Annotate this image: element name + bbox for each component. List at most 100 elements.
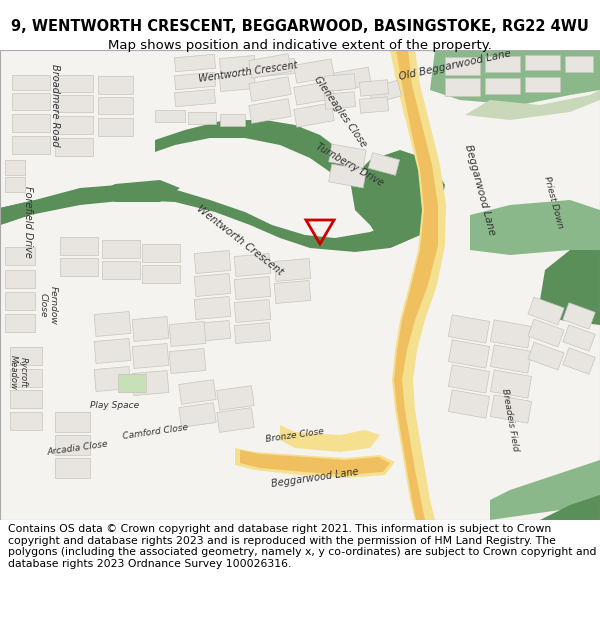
Text: Contains OS data © Crown copyright and database right 2021. This information is : Contains OS data © Crown copyright and d… (8, 524, 596, 569)
Polygon shape (470, 200, 600, 255)
Bar (448, 390, 490, 418)
Bar (12, 93, 50, 110)
Bar (60, 237, 98, 255)
Text: Rycroft
Meadow: Rycroft Meadow (8, 354, 28, 389)
Polygon shape (100, 180, 180, 202)
Text: Old Beggarwood Lane: Old Beggarwood Lane (398, 48, 512, 82)
Polygon shape (540, 495, 600, 520)
Bar (5, 247, 35, 265)
Bar (359, 80, 389, 96)
Bar (55, 95, 93, 112)
Bar (334, 67, 371, 91)
Bar (490, 395, 532, 423)
Bar (490, 320, 532, 348)
Bar (169, 321, 206, 346)
Bar (528, 297, 564, 325)
Bar (55, 458, 90, 478)
Text: Broadmere Road: Broadmere Road (50, 64, 60, 146)
Text: Breadeis Field: Breadeis Field (500, 388, 520, 452)
Text: Bronze Close: Bronze Close (265, 426, 325, 444)
Bar (10, 390, 42, 408)
Bar (194, 296, 231, 319)
Polygon shape (235, 448, 395, 478)
Polygon shape (430, 50, 600, 105)
Bar (259, 59, 296, 76)
Bar (175, 72, 215, 90)
Bar (175, 89, 215, 107)
Bar (10, 412, 42, 430)
Polygon shape (280, 425, 380, 452)
Bar (329, 164, 366, 188)
Bar (132, 316, 169, 341)
Bar (102, 240, 140, 258)
Text: Gleneagles Close: Gleneagles Close (312, 74, 368, 149)
Text: 9, WENTWORTH CRESCENT, BEGGARWOOD, BASINGSTOKE, RG22 4WU: 9, WENTWORTH CRESCENT, BEGGARWOOD, BASIN… (11, 19, 589, 34)
Bar (249, 99, 291, 123)
Bar (525, 77, 560, 92)
Bar (5, 177, 25, 192)
Bar (5, 270, 35, 288)
Bar (10, 347, 42, 365)
Bar (60, 258, 98, 276)
Bar (294, 59, 334, 83)
Bar (98, 118, 133, 136)
Bar (234, 254, 271, 276)
Polygon shape (390, 175, 445, 248)
Polygon shape (540, 250, 600, 325)
Polygon shape (350, 150, 445, 240)
Bar (490, 345, 532, 373)
Bar (274, 281, 311, 304)
Polygon shape (240, 450, 390, 475)
Bar (220, 114, 245, 126)
Bar (55, 138, 93, 156)
Bar (565, 56, 593, 72)
Bar (490, 370, 532, 398)
Bar (142, 244, 180, 262)
Bar (445, 57, 480, 75)
Bar (94, 366, 131, 391)
Bar (188, 112, 216, 124)
Bar (445, 78, 480, 96)
Bar (234, 276, 271, 299)
Bar (525, 55, 560, 70)
Bar (179, 379, 216, 404)
Bar (5, 160, 25, 175)
Bar (528, 319, 564, 347)
Text: Ferndow
Close: Ferndow Close (38, 286, 58, 324)
Bar (234, 322, 271, 344)
Bar (102, 261, 140, 279)
Bar (132, 344, 169, 369)
Bar (368, 81, 401, 104)
Text: Camford Close: Camford Close (122, 423, 188, 441)
Bar (329, 144, 366, 168)
Bar (55, 412, 90, 432)
Bar (98, 97, 133, 114)
Bar (274, 259, 311, 281)
Bar (217, 386, 254, 411)
Bar (294, 81, 334, 105)
Bar (448, 340, 490, 368)
Bar (194, 321, 231, 341)
Bar (169, 349, 206, 374)
Polygon shape (155, 120, 345, 172)
Bar (5, 292, 35, 310)
Bar (448, 365, 490, 393)
Bar (220, 56, 256, 74)
Bar (142, 265, 180, 283)
Bar (563, 302, 595, 329)
Bar (10, 369, 42, 387)
Text: Play Space: Play Space (91, 401, 140, 409)
Bar (325, 74, 356, 91)
Text: Map shows position and indicative extent of the property.: Map shows position and indicative extent… (108, 39, 492, 51)
Polygon shape (0, 200, 35, 225)
Text: Forefield Drive: Forefield Drive (23, 186, 33, 258)
Bar (94, 339, 131, 364)
Bar (194, 274, 231, 296)
Bar (563, 348, 595, 374)
Bar (294, 103, 334, 127)
Text: Turnberry Drive: Turnberry Drive (314, 142, 386, 188)
Bar (217, 408, 254, 432)
Polygon shape (0, 184, 430, 252)
Bar (249, 77, 291, 101)
Bar (55, 116, 93, 134)
